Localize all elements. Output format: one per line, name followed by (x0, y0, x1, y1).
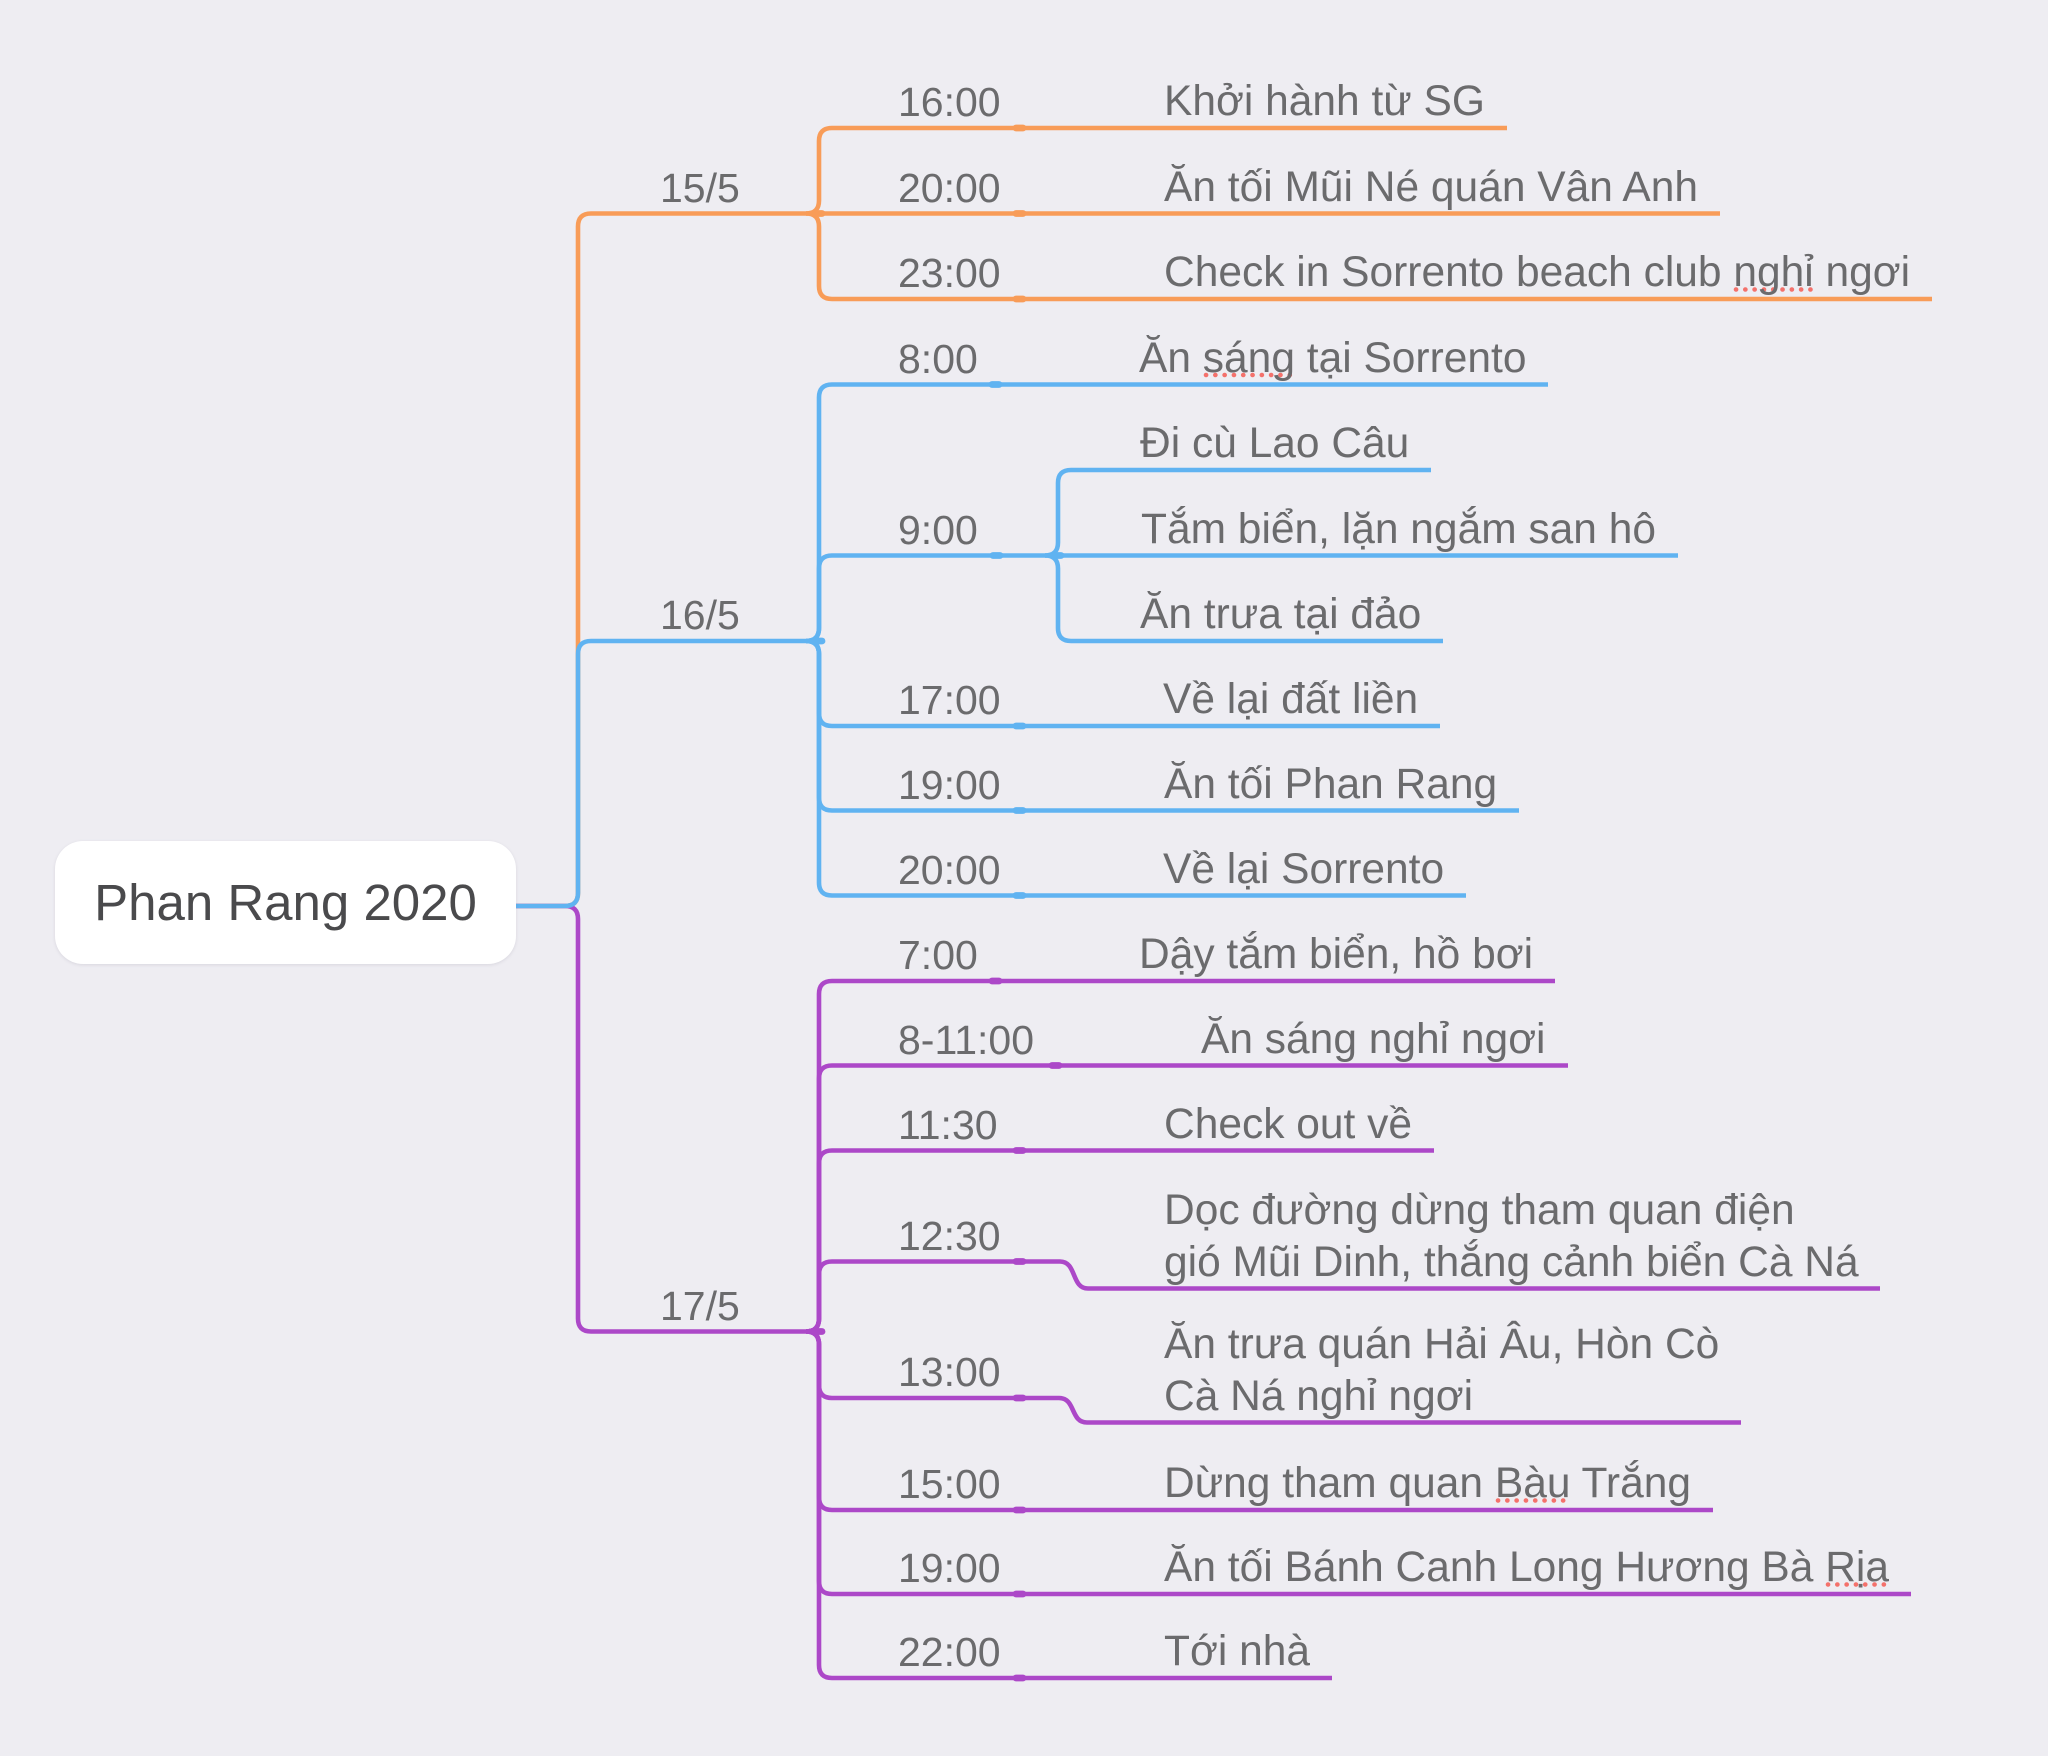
desc-node[interactable]: Ăn trưa quán Hải Âu, Hòn Cò Cà Ná nghỉ ng… (1164, 1320, 1720, 1420)
branch-knots-17-5 (811, 977, 1063, 1682)
time-node[interactable]: 12:30 (898, 1212, 1001, 1259)
branch-lines-15-5 (516, 124, 1932, 909)
desc-node[interactable]: Check out về (1164, 1100, 1413, 1148)
desc-node[interactable]: Check in Sorrento beach club nghỉ ngơi (1164, 249, 1911, 296)
desc-node[interactable]: Khởi hành từ SG (1164, 78, 1485, 125)
desc-node[interactable]: Ăn trưa tại đảo (1140, 591, 1422, 638)
time-node[interactable]: 8:00 (898, 335, 978, 382)
desc-node[interactable]: Ăn sáng nghỉ ngơi (1201, 1015, 1546, 1063)
branch-label-15-5[interactable]: 15/5 (660, 164, 740, 211)
branch-lines-17-5 (516, 903, 1911, 1682)
connector-root-to-15-5 (516, 211, 819, 909)
desc-node[interactable]: Ăn tối Bánh Canh Long Hương Bà Rịa (1164, 1544, 1889, 1591)
time-node[interactable]: 17:00 (898, 677, 1001, 723)
desc-node[interactable]: Ăn tối Phan Rang (1164, 760, 1498, 808)
desc-node[interactable]: Tới nhà (1164, 1628, 1310, 1675)
time-node[interactable]: 19:00 (898, 1545, 1001, 1591)
branch-label-17-5[interactable]: 17/5 (660, 1282, 740, 1329)
time-node[interactable]: 20:00 (898, 846, 1001, 893)
desc-node[interactable]: Ăn sáng tại Sorrento (1139, 334, 1527, 382)
branch-label-16-5[interactable]: 16/5 (660, 592, 740, 638)
desc-node[interactable]: Về lại đất liền (1163, 676, 1419, 723)
time-node[interactable]: 7:00 (898, 932, 978, 978)
desc-node[interactable]: Dọc đường dừng tham quan điện gió Mũi Din… (1164, 1186, 1859, 1286)
time-node[interactable]: 23:00 (898, 250, 1001, 296)
time-node[interactable]: 19:00 (898, 761, 1001, 808)
root-node-label: Phan Rang 2020 (94, 873, 477, 931)
time-node[interactable]: 15:00 (898, 1461, 1001, 1507)
time-node[interactable]: 9:00 (898, 506, 978, 553)
branch-knots-15-5 (811, 124, 1027, 303)
time-node[interactable]: 16:00 (898, 79, 1001, 125)
time-node[interactable]: 20:00 (898, 164, 1001, 211)
connector-17-5-to-item-3 (805, 1259, 1880, 1334)
time-node[interactable]: 13:00 (898, 1349, 1001, 1395)
desc-node[interactable]: Đi cù Lao Câu (1140, 420, 1410, 467)
desc-node[interactable]: Dậy tắm biển, hồ bơi (1139, 931, 1534, 978)
time-node[interactable]: 22:00 (898, 1629, 1001, 1675)
desc-node[interactable]: Tắm biển, lặn ngắm san hô (1141, 505, 1657, 553)
branch-knots-16-5 (811, 381, 1065, 899)
desc-node[interactable]: Ăn tối Mũi Né quán Vân Anh (1164, 163, 1698, 211)
root-node[interactable]: Phan Rang 2020 (55, 841, 516, 964)
spellcheck-dots (1203, 287, 1890, 1587)
time-node[interactable]: 8-11:00 (898, 1016, 1035, 1063)
time-node[interactable]: 11:30 (898, 1101, 998, 1148)
connector-root-to-16-5 (516, 638, 819, 909)
connector-root-to-17-5 (516, 903, 819, 1334)
branch-lines-16-5 (516, 381, 1678, 909)
desc-node[interactable]: Về lại Sorrento (1163, 845, 1445, 893)
desc-node[interactable]: Dừng tham quan Bàu Trắng (1164, 1460, 1691, 1507)
